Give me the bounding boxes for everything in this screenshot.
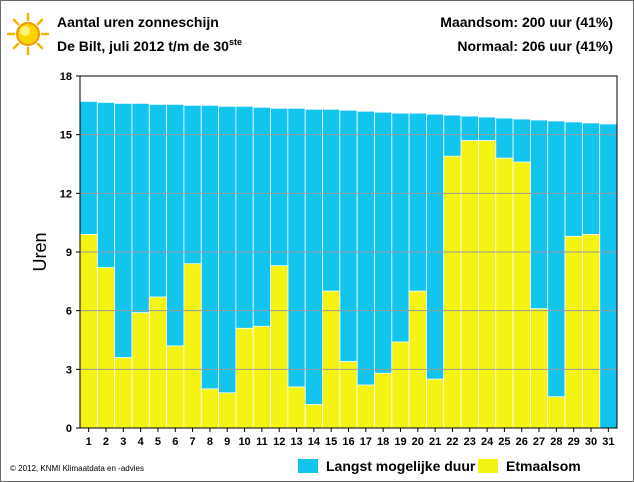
bar-daily-sum bbox=[408, 290, 427, 429]
x-tick-label: 16 bbox=[342, 436, 354, 448]
x-tick-label: 23 bbox=[464, 436, 476, 448]
x-tick-label: 20 bbox=[412, 436, 424, 448]
bar-daily-sum bbox=[339, 361, 358, 429]
bar-daily-sum bbox=[148, 296, 168, 429]
monthly-sum-label: Maandsom: 200 uur (41%) bbox=[440, 14, 613, 30]
bar-daily-sum bbox=[218, 392, 237, 429]
bar-max-duration bbox=[356, 110, 375, 429]
y-tick-label: 9 bbox=[66, 247, 72, 259]
bar-daily-sum bbox=[443, 155, 462, 429]
y-axis-label: Uren bbox=[30, 232, 50, 271]
bar-daily-sum bbox=[581, 233, 601, 429]
y-tick-label: 0 bbox=[66, 423, 72, 435]
bar-max-duration bbox=[304, 108, 323, 429]
bar-daily-sum bbox=[252, 325, 271, 429]
x-tick-label: 1 bbox=[86, 436, 92, 448]
y-tick-label: 18 bbox=[60, 71, 72, 83]
bar-daily-sum bbox=[166, 345, 185, 429]
bar-daily-sum bbox=[495, 157, 514, 429]
legend-swatch-daily-sum bbox=[478, 459, 498, 473]
x-tick-label: 10 bbox=[238, 436, 250, 448]
x-tick-label: 29 bbox=[568, 436, 580, 448]
x-tick-label: 28 bbox=[550, 436, 562, 448]
bar-daily-sum bbox=[304, 404, 323, 429]
x-tick-label: 21 bbox=[429, 436, 441, 448]
y-tick-label: 3 bbox=[66, 364, 72, 376]
bar-daily-sum bbox=[478, 140, 497, 429]
bar-daily-sum bbox=[356, 384, 375, 429]
legend-item-max-duration: Langst mogelijke duur bbox=[298, 456, 475, 476]
x-tick-label: 30 bbox=[585, 436, 597, 448]
x-tick-label: 3 bbox=[120, 436, 126, 448]
copyright-text: © 2012, KNMI Klimaatdata en -advies bbox=[10, 464, 144, 473]
subtitle-main: De Bilt, juli 2012 t/m de 30 bbox=[57, 38, 229, 54]
bar-daily-sum bbox=[529, 308, 549, 429]
x-tick-label: 9 bbox=[224, 436, 230, 448]
bar-daily-sum bbox=[512, 161, 531, 429]
chart-title: Aantal uren zonneschijn bbox=[57, 14, 219, 30]
x-tick-label: 31 bbox=[602, 436, 614, 448]
bar-daily-sum bbox=[391, 341, 410, 429]
bar-daily-sum bbox=[564, 235, 583, 429]
x-tick-label: 7 bbox=[190, 436, 196, 448]
x-tick-label: 12 bbox=[273, 436, 285, 448]
bar-max-duration bbox=[547, 120, 566, 429]
bar-max-duration bbox=[599, 123, 618, 429]
bar-max-duration bbox=[200, 104, 219, 429]
bar-max-duration bbox=[287, 107, 306, 429]
legend-swatch-max-duration bbox=[298, 459, 318, 473]
bar-daily-sum bbox=[183, 263, 202, 429]
subtitle-superscript: ste bbox=[228, 37, 242, 47]
x-tick-label: 14 bbox=[308, 436, 321, 448]
x-tick-label: 24 bbox=[481, 436, 494, 448]
x-tick-label: 5 bbox=[155, 436, 161, 448]
x-tick-label: 22 bbox=[446, 436, 458, 448]
normal-label: Normaal: 206 uur (41%) bbox=[457, 38, 613, 54]
bar-daily-sum bbox=[547, 396, 566, 429]
x-tick-label: 27 bbox=[533, 436, 545, 448]
bar-daily-sum bbox=[114, 357, 133, 429]
x-tick-label: 8 bbox=[207, 436, 213, 448]
bar-daily-sum bbox=[322, 290, 341, 429]
x-tick-label: 17 bbox=[360, 436, 372, 448]
bar-daily-sum bbox=[79, 233, 98, 429]
y-tick-label: 12 bbox=[60, 188, 72, 200]
x-tick-label: 18 bbox=[377, 436, 389, 448]
legend-label-max-duration: Langst mogelijke duur bbox=[326, 458, 476, 474]
bar-daily-sum bbox=[270, 265, 289, 429]
sun-icon bbox=[6, 12, 50, 56]
bar-daily-sum bbox=[200, 388, 219, 429]
x-tick-label: 15 bbox=[325, 436, 337, 448]
bar-daily-sum bbox=[426, 378, 445, 429]
x-tick-label: 13 bbox=[290, 436, 302, 448]
x-tick-label: 2 bbox=[103, 436, 109, 448]
bar-daily-sum bbox=[374, 372, 393, 429]
x-tick-label: 11 bbox=[256, 436, 268, 448]
legend-label-daily-sum: Etmaalsom bbox=[506, 458, 581, 474]
y-tick-label: 15 bbox=[60, 130, 72, 142]
chart-subtitle: De Bilt, juli 2012 t/m de 30ste bbox=[57, 37, 242, 54]
y-tick-label: 6 bbox=[66, 306, 72, 318]
bar-max-duration bbox=[218, 105, 237, 429]
bar-daily-sum bbox=[460, 140, 479, 429]
x-tick-label: 19 bbox=[394, 436, 406, 448]
x-tick-label: 26 bbox=[516, 436, 528, 448]
x-tick-label: 4 bbox=[138, 436, 145, 448]
bar-daily-sum bbox=[131, 312, 150, 429]
bar-daily-sum bbox=[287, 386, 306, 429]
legend-item-daily-sum: Etmaalsom bbox=[478, 456, 581, 476]
bar-daily-sum bbox=[96, 267, 116, 429]
bar-daily-sum bbox=[235, 327, 254, 429]
x-tick-label: 6 bbox=[172, 436, 178, 448]
x-tick-label: 25 bbox=[498, 436, 510, 448]
